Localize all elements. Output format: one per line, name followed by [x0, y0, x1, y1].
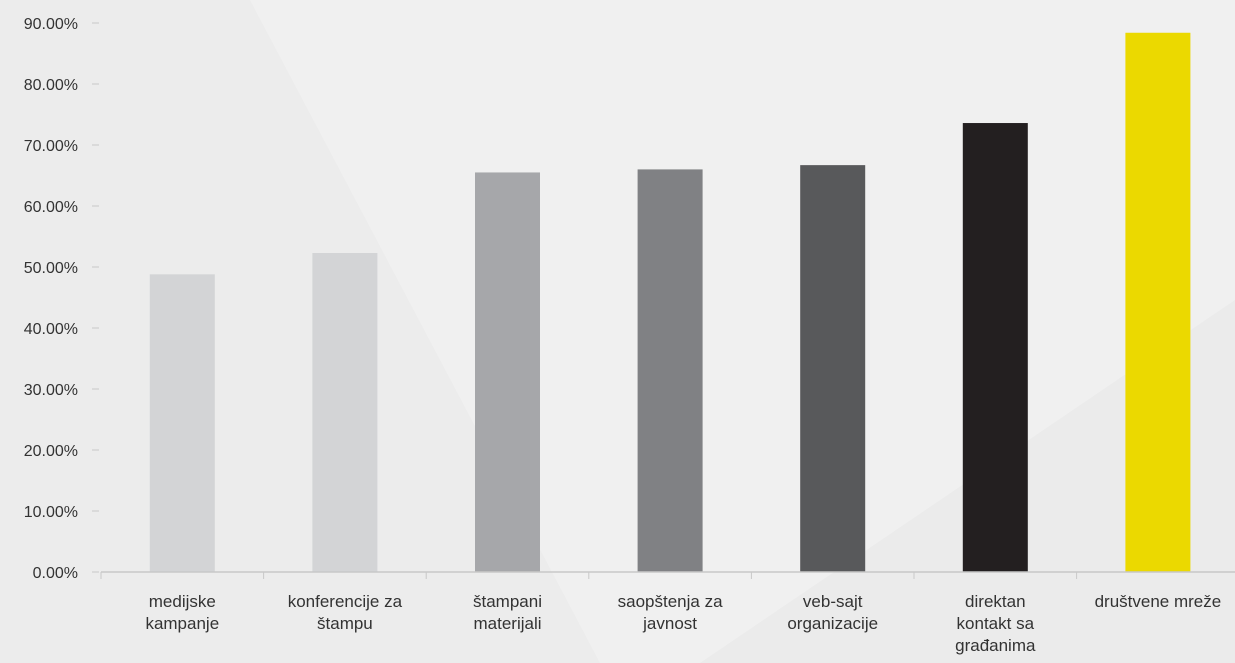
x-category-label-line: direktan [965, 592, 1025, 611]
x-category-label-line: konferencije za [288, 592, 403, 611]
x-category-label: saopštenja za javnost [618, 592, 723, 633]
x-category-label-line: javnost [642, 614, 697, 633]
y-tick-label: 50.00% [24, 260, 78, 277]
x-category-label-line: veb-sajt [803, 592, 863, 611]
bar [150, 274, 215, 572]
x-category-label: direktan kontakt sa građanima [955, 592, 1036, 655]
y-tick-label: 70.00% [24, 138, 78, 155]
y-tick-label: 80.00% [24, 77, 78, 94]
y-tick-label: 60.00% [24, 199, 78, 216]
x-category-label-line: kontakt sa [957, 614, 1035, 633]
x-category-label-line: organizacije [787, 614, 878, 633]
y-tick-label: 10.00% [24, 504, 78, 521]
bar [1125, 33, 1190, 572]
bar [638, 169, 703, 572]
x-category-label: društvene mreže [1095, 592, 1222, 611]
y-tick-label: 20.00% [24, 443, 78, 460]
bar [475, 172, 540, 572]
x-category-label-line: društvene mreže [1095, 592, 1222, 611]
bar [800, 165, 865, 572]
x-category-label-line: kampanje [145, 614, 219, 633]
x-category-label-line: saopštenja za [618, 592, 723, 611]
x-category-label-line: štampu [317, 614, 373, 633]
x-category-label-line: medijske [149, 592, 216, 611]
x-category-label-line: građanima [955, 636, 1036, 655]
y-tick-label: 40.00% [24, 321, 78, 338]
y-tick-label: 0.00% [33, 565, 78, 582]
bar [963, 123, 1028, 572]
y-tick-label: 90.00% [24, 16, 78, 33]
x-category-label-line: materijali [473, 614, 541, 633]
x-category-label-line: štampani [473, 592, 542, 611]
bar [312, 253, 377, 572]
y-tick-label: 30.00% [24, 382, 78, 399]
